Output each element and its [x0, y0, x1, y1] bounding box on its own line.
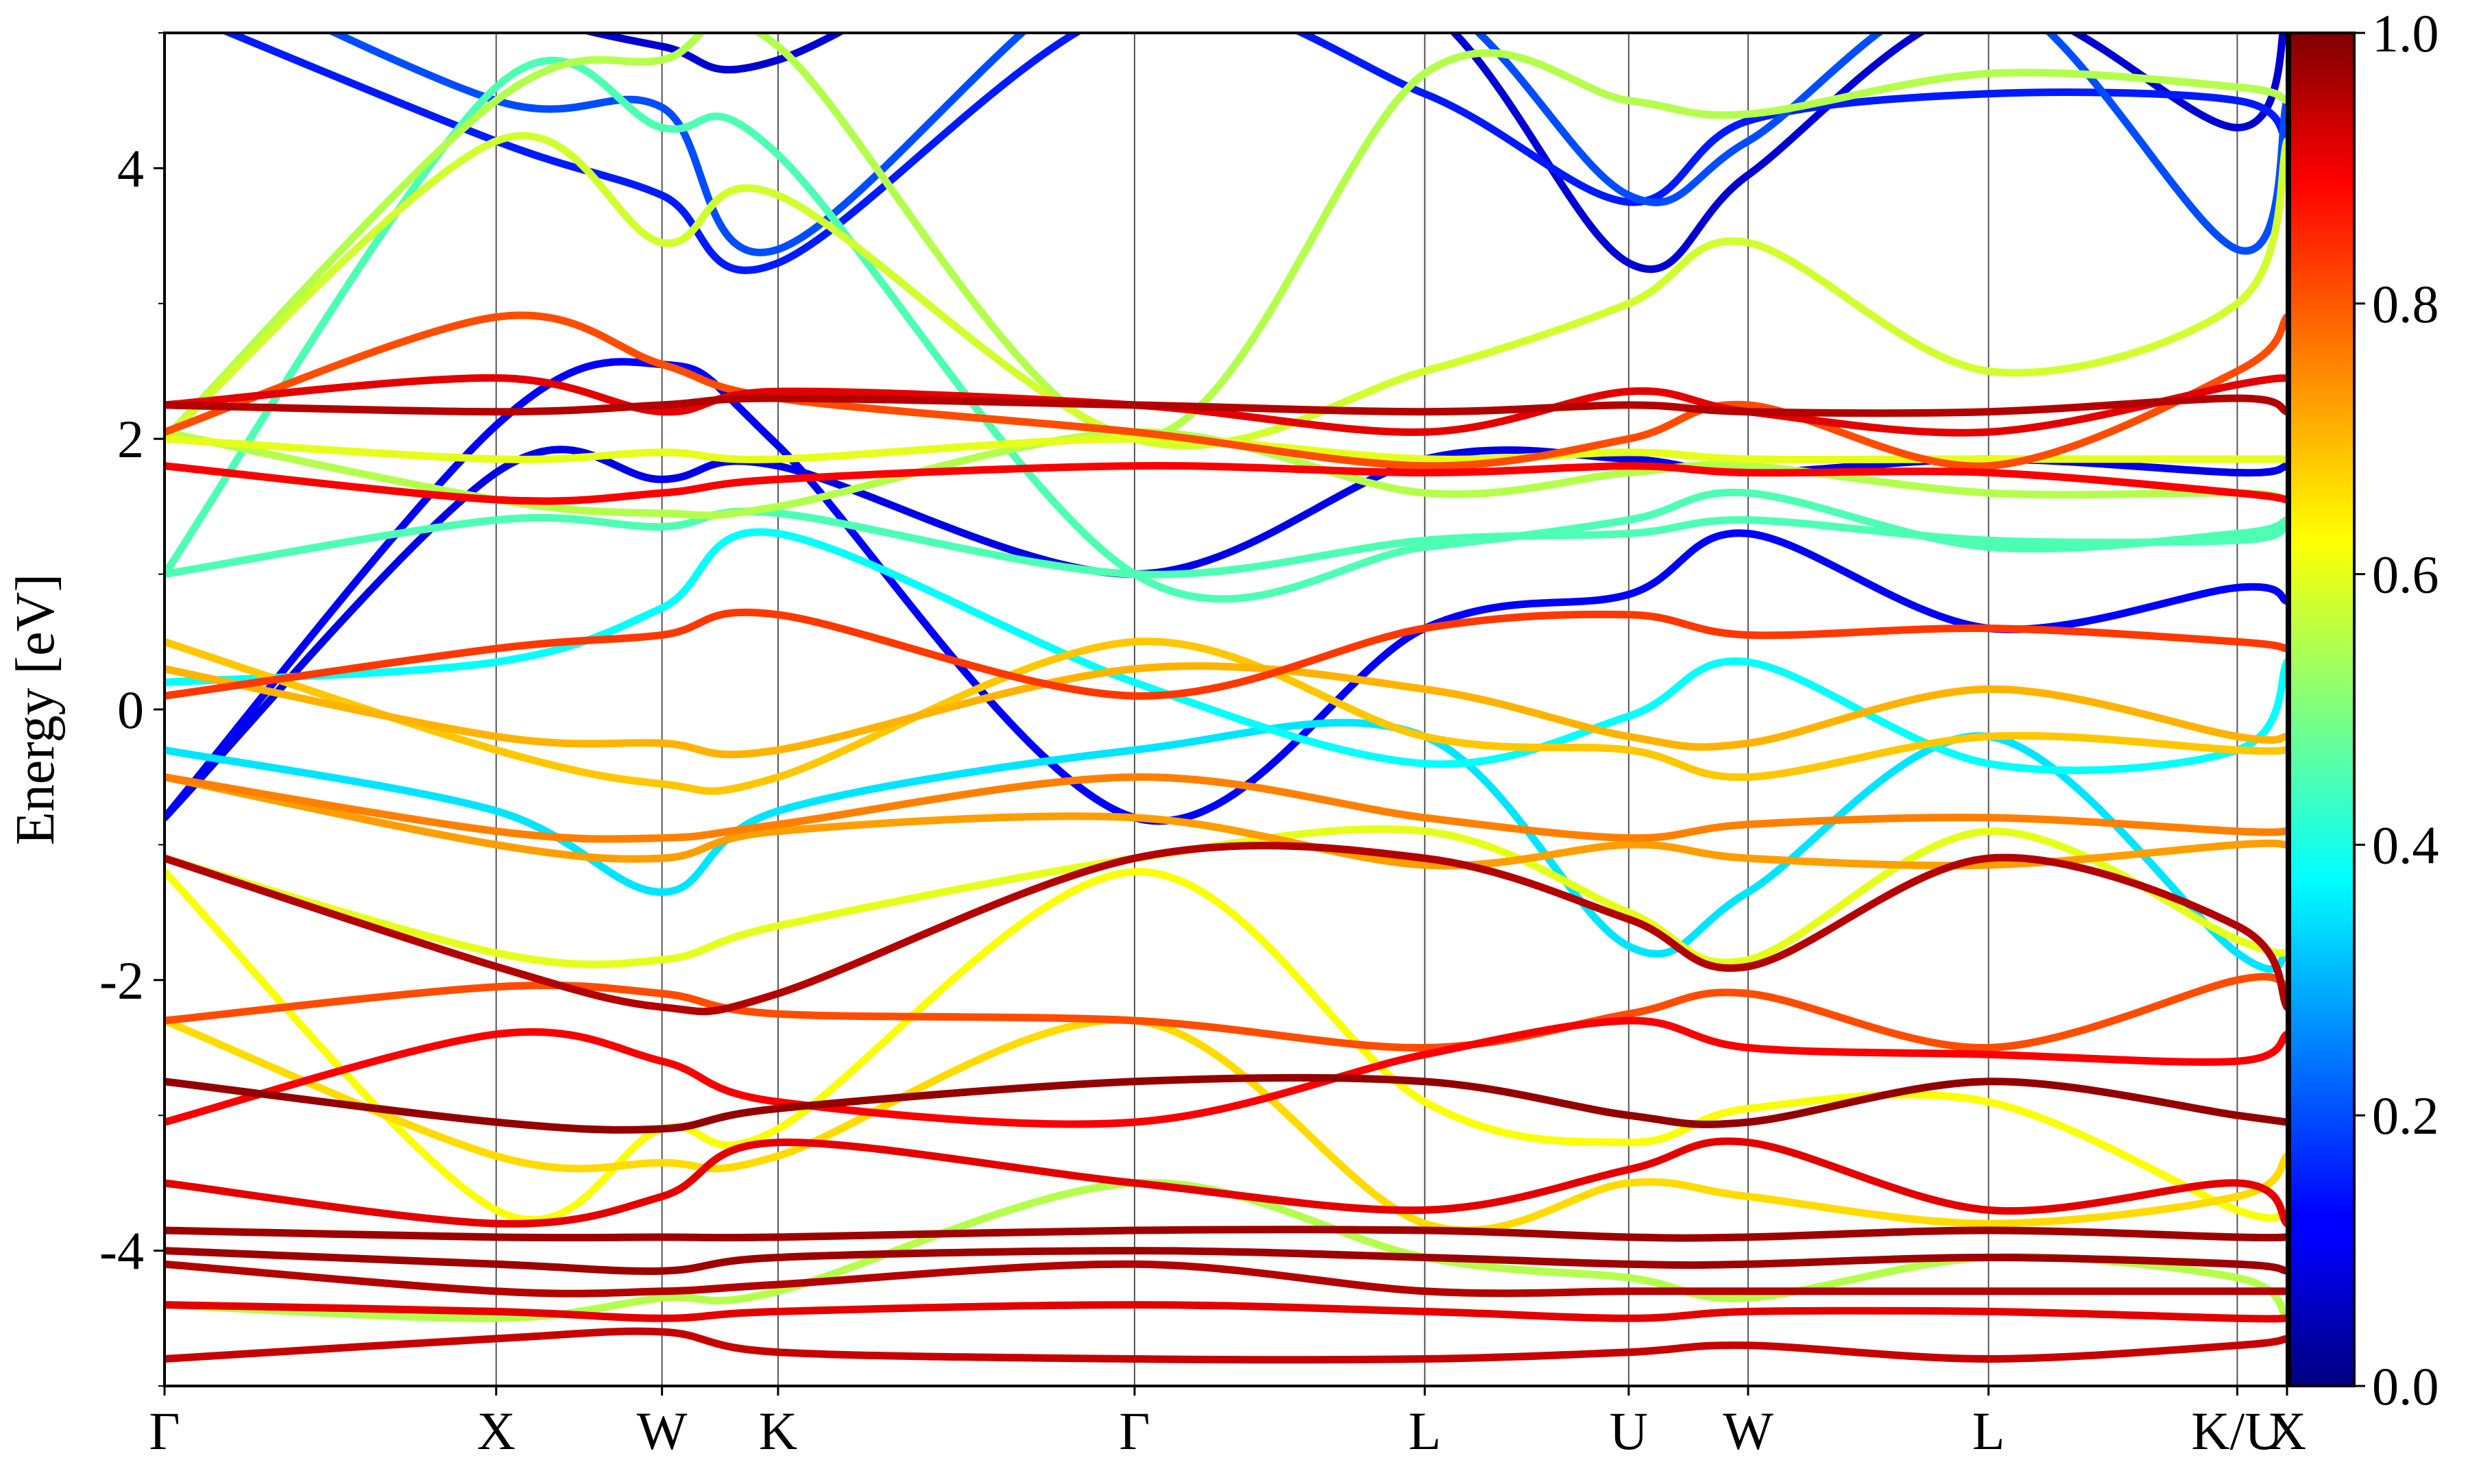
band-line [165, 608, 2287, 700]
x-tick-label: W [637, 1401, 688, 1461]
band-line [165, 56, 2287, 603]
band-line [165, 1327, 2287, 1364]
x-tick-label: U [1610, 1401, 1648, 1461]
y-tick-label: 0 [117, 680, 144, 740]
band-line [165, 773, 2287, 870]
y-axis-label: Energy [eV] [5, 574, 66, 845]
band-line [165, 773, 2287, 843]
colorbar-tick-label: 0.2 [2372, 1086, 2439, 1145]
kpoint-line-layer [495, 33, 2238, 1386]
band-layer [165, 33, 2287, 1364]
band-line [165, 1301, 2287, 1323]
y-tick-layer: -4 -2 0 2 4 [99, 32, 165, 1387]
x-tick-label: Γ [1119, 1401, 1150, 1461]
band-line [165, 507, 2287, 579]
x-tick-label: L [1408, 1401, 1441, 1461]
colorbar-tick-label: 0.0 [2372, 1357, 2439, 1416]
band-line [165, 462, 2287, 505]
band-line [165, 662, 2287, 759]
plot-frame [163, 32, 2288, 1387]
x-tick-label: L [1972, 1401, 2005, 1461]
y-tick-label: -4 [99, 1221, 144, 1281]
band-line [165, 1017, 2287, 1128]
band-line [165, 1226, 2287, 1242]
band-line [165, 868, 2287, 1224]
x-tick-label: K/U [2191, 1401, 2283, 1461]
colorbar-tick-layer: 0.0 0.2 0.4 0.6 0.8 1.0 [2354, 3, 2439, 1416]
colorbar-tick-label: 1.0 [2372, 3, 2439, 63]
band-line [165, 1073, 2287, 1134]
band-line [165, 825, 2287, 969]
x-tick-label: Γ [149, 1401, 180, 1461]
band-line [165, 311, 2287, 470]
band-line [165, 435, 2287, 464]
x-tick-label: X [477, 1401, 516, 1461]
band-line [326, 33, 2287, 256]
band-line [165, 394, 2287, 417]
band-line [165, 1247, 2287, 1275]
colorbar [2288, 32, 2356, 1387]
band-line [165, 1260, 2287, 1298]
band-line [220, 33, 2287, 274]
x-tick-label: X [2268, 1401, 2306, 1461]
band-line [165, 33, 2287, 443]
band-line [580, 33, 2287, 273]
band-line [165, 637, 2287, 795]
y-tick-label: -2 [99, 951, 144, 1010]
band-line [165, 1137, 2287, 1228]
band-line [165, 973, 2287, 1052]
x-tick-label: W [1723, 1401, 1774, 1461]
colorbar-tick-label: 0.4 [2372, 815, 2439, 875]
x-tick-layer: Γ X W K Γ L U W L K/UX [149, 1386, 2306, 1461]
y-tick-label: 4 [117, 138, 144, 198]
band-line [165, 1016, 2287, 1234]
band-line [165, 842, 2287, 1016]
colorbar-tick-label: 0.6 [2372, 545, 2439, 605]
x-tick-label: K [759, 1401, 797, 1461]
band-line [165, 374, 2287, 437]
y-tick-label: 2 [117, 409, 144, 469]
colorbar-tick-label: 0.8 [2372, 274, 2439, 334]
band-line [165, 132, 2287, 450]
